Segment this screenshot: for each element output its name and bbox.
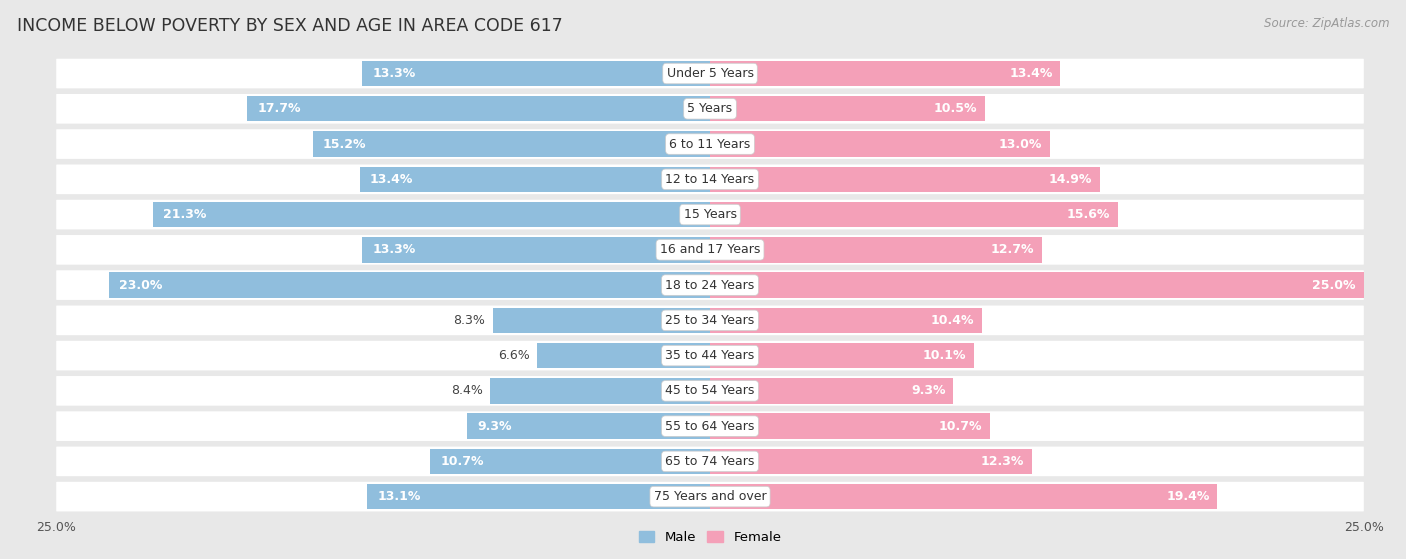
Text: 45 to 54 Years: 45 to 54 Years <box>665 385 755 397</box>
Text: 9.3%: 9.3% <box>911 385 945 397</box>
Bar <box>710 61 1060 86</box>
Text: 6 to 11 Years: 6 to 11 Years <box>669 138 751 150</box>
Text: 5 Years: 5 Years <box>688 102 733 115</box>
FancyBboxPatch shape <box>55 410 1365 442</box>
Bar <box>710 96 984 121</box>
Text: 14.9%: 14.9% <box>1049 173 1092 186</box>
Text: Source: ZipAtlas.com: Source: ZipAtlas.com <box>1264 17 1389 30</box>
Text: 25 to 34 Years: 25 to 34 Years <box>665 314 755 327</box>
Bar <box>247 96 710 121</box>
Bar <box>710 414 990 439</box>
Text: 19.4%: 19.4% <box>1166 490 1209 503</box>
Bar <box>153 202 710 228</box>
Text: 10.7%: 10.7% <box>939 420 981 433</box>
Text: 8.3%: 8.3% <box>453 314 485 327</box>
Text: 55 to 64 Years: 55 to 64 Years <box>665 420 755 433</box>
Bar <box>360 167 710 192</box>
Text: 10.1%: 10.1% <box>922 349 966 362</box>
FancyBboxPatch shape <box>55 269 1365 301</box>
FancyBboxPatch shape <box>55 198 1365 230</box>
Bar <box>710 484 1218 509</box>
Text: 13.4%: 13.4% <box>1010 67 1053 80</box>
Text: 12.3%: 12.3% <box>980 455 1024 468</box>
Text: Under 5 Years: Under 5 Years <box>666 67 754 80</box>
Text: 6.6%: 6.6% <box>498 349 530 362</box>
Text: 13.3%: 13.3% <box>373 67 416 80</box>
Text: 13.1%: 13.1% <box>378 490 422 503</box>
Text: 10.4%: 10.4% <box>931 314 974 327</box>
FancyBboxPatch shape <box>55 128 1365 160</box>
FancyBboxPatch shape <box>55 163 1365 195</box>
Bar <box>710 343 974 368</box>
Bar <box>108 272 710 298</box>
Text: 13.4%: 13.4% <box>370 173 413 186</box>
Bar <box>467 414 710 439</box>
Legend: Male, Female: Male, Female <box>633 525 787 549</box>
Text: 18 to 24 Years: 18 to 24 Years <box>665 278 755 292</box>
Text: 25.0%: 25.0% <box>1312 278 1355 292</box>
Text: 35 to 44 Years: 35 to 44 Years <box>665 349 755 362</box>
Text: 17.7%: 17.7% <box>257 102 301 115</box>
FancyBboxPatch shape <box>55 481 1365 513</box>
Text: INCOME BELOW POVERTY BY SEX AND AGE IN AREA CODE 617: INCOME BELOW POVERTY BY SEX AND AGE IN A… <box>17 17 562 35</box>
Text: 9.3%: 9.3% <box>477 420 512 433</box>
Text: 13.0%: 13.0% <box>998 138 1042 150</box>
Bar <box>367 484 710 509</box>
Bar <box>710 131 1050 157</box>
Text: 15.2%: 15.2% <box>323 138 367 150</box>
Text: 65 to 74 Years: 65 to 74 Years <box>665 455 755 468</box>
Text: 12.7%: 12.7% <box>991 243 1035 257</box>
FancyBboxPatch shape <box>55 93 1365 125</box>
Text: 16 and 17 Years: 16 and 17 Years <box>659 243 761 257</box>
Bar <box>710 202 1118 228</box>
Text: 10.7%: 10.7% <box>440 455 484 468</box>
FancyBboxPatch shape <box>55 375 1365 407</box>
Bar <box>710 237 1042 263</box>
Text: 23.0%: 23.0% <box>120 278 162 292</box>
Text: 12 to 14 Years: 12 to 14 Years <box>665 173 755 186</box>
Bar <box>363 61 710 86</box>
FancyBboxPatch shape <box>55 58 1365 89</box>
Text: 10.5%: 10.5% <box>934 102 977 115</box>
Bar <box>710 307 981 333</box>
Bar <box>710 449 1032 474</box>
FancyBboxPatch shape <box>55 446 1365 477</box>
FancyBboxPatch shape <box>55 340 1365 372</box>
Text: 15.6%: 15.6% <box>1067 208 1111 221</box>
Bar <box>430 449 710 474</box>
Text: 75 Years and over: 75 Years and over <box>654 490 766 503</box>
Text: 15 Years: 15 Years <box>683 208 737 221</box>
Bar <box>537 343 710 368</box>
Bar <box>710 167 1099 192</box>
Bar <box>710 378 953 404</box>
Text: 8.4%: 8.4% <box>451 385 482 397</box>
Bar <box>491 378 710 404</box>
Bar <box>494 307 710 333</box>
Bar <box>710 272 1364 298</box>
FancyBboxPatch shape <box>55 234 1365 266</box>
Text: 13.3%: 13.3% <box>373 243 416 257</box>
Text: 21.3%: 21.3% <box>163 208 207 221</box>
Bar <box>363 237 710 263</box>
Bar <box>312 131 710 157</box>
FancyBboxPatch shape <box>55 305 1365 336</box>
